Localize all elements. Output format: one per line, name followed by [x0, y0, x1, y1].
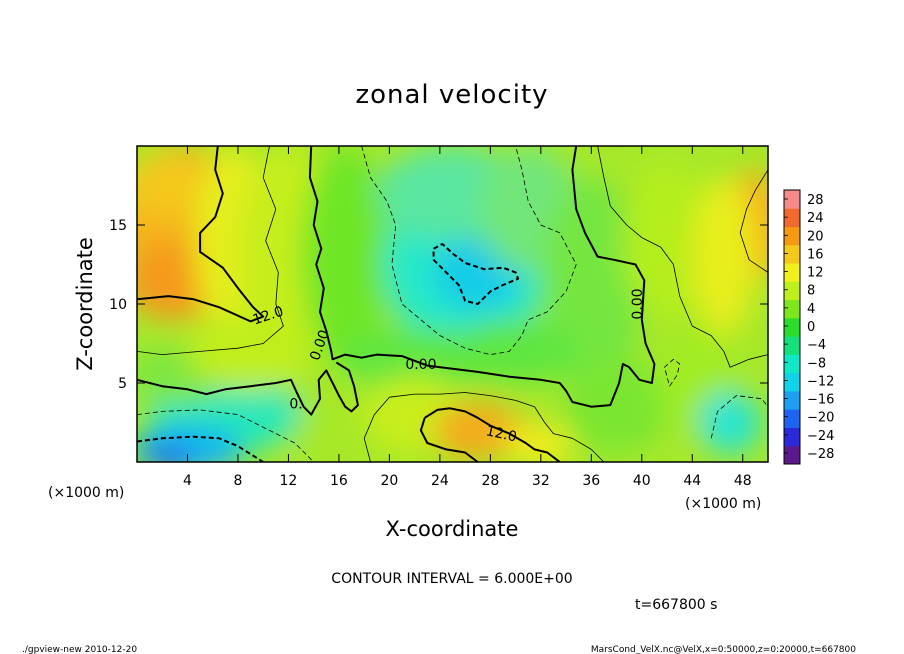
contour-line — [739, 169, 768, 273]
contour-line — [363, 392, 605, 462]
field-blob — [566, 359, 668, 455]
field-blob — [692, 177, 756, 336]
contour-line — [137, 409, 314, 462]
field-blob — [288, 383, 390, 462]
contour-label: 12.0 — [484, 423, 518, 445]
contour-line — [597, 146, 768, 368]
x-tick-label: 8 — [233, 473, 242, 489]
colorbar-label: −28 — [807, 447, 834, 462]
contour-line — [432, 243, 520, 305]
x-tick-label: 24 — [431, 473, 449, 489]
contour-label: 0. — [289, 396, 302, 412]
contour-line — [419, 417, 479, 462]
colorbar-swatch — [784, 372, 800, 392]
colorbar-swatch — [784, 208, 800, 228]
colorbar-label: −4 — [807, 338, 826, 353]
field-blob — [187, 311, 314, 391]
x-tick-label: 40 — [633, 473, 651, 489]
x-tick-label: 28 — [481, 473, 499, 489]
contour-interval: CONTOUR INTERVAL = 6.000E+00 — [331, 571, 572, 587]
colorbar-label: −20 — [807, 411, 834, 426]
colorbar-label: 4 — [807, 302, 815, 317]
contour-line — [710, 395, 768, 439]
colorbar-swatch — [784, 226, 800, 246]
colorbar-label: −16 — [807, 393, 834, 408]
contour-label: 0.00 — [630, 288, 646, 319]
velocity-field — [137, 146, 768, 462]
contour-line — [137, 435, 264, 462]
x-tick-label: 32 — [532, 473, 550, 489]
y-tick-label: 10 — [109, 297, 127, 313]
colorbar-swatch — [784, 281, 800, 301]
x-tick-label: 20 — [380, 473, 398, 489]
time-stamp: t=667800 s — [635, 597, 717, 613]
x-tick-label: 48 — [734, 473, 752, 489]
colorbar-label: −24 — [807, 429, 834, 444]
x-tick-label: 12 — [280, 473, 298, 489]
x-tick-label: 44 — [683, 473, 701, 489]
colorbar-label: −8 — [807, 356, 826, 371]
contour-lines — [137, 146, 768, 462]
field-blob — [698, 390, 762, 455]
field-blob — [143, 444, 194, 462]
field-blob — [301, 146, 390, 368]
colorbar-swatch — [784, 409, 800, 428]
colorbar-swatch — [784, 317, 800, 337]
colorbar-swatch — [784, 427, 800, 447]
colorbar: 28 24 20 16 12 8 4 0 −4 −8 −12 −16 −20 −24 −28 — [783, 189, 834, 465]
colorbar-label: 16 — [807, 247, 824, 262]
colorbar-swatch — [784, 263, 800, 282]
colorbar-swatch — [784, 244, 800, 264]
colorbar-swatch — [784, 336, 800, 355]
footer-right: MarsCond_VelX.nc@VelX,x=0:50000,z=0:2000… — [591, 645, 856, 654]
x-tick-label: 36 — [582, 473, 600, 489]
colorbar-swatch — [784, 299, 800, 319]
y-axis: 5 10 15 — [109, 218, 768, 392]
colorbar-label: 24 — [807, 211, 824, 226]
x-unit-left: (×1000 m) — [48, 485, 124, 501]
colorbar-swatch — [784, 190, 800, 209]
colorbar-label: 20 — [807, 229, 824, 244]
colorbar-label: 12 — [807, 266, 824, 281]
colorbar-swatch — [784, 354, 800, 374]
x-axis: 4 8 12 16 20 24 28 32 36 40 44 48 — [183, 146, 752, 489]
contour-line — [361, 146, 577, 355]
colorbar-swatch — [784, 390, 800, 410]
contour-line — [137, 146, 284, 355]
contour-line — [424, 407, 561, 462]
y-tick-label: 5 — [118, 376, 127, 392]
colorbar-label: 28 — [807, 193, 824, 208]
colorbar-frame — [783, 189, 801, 465]
field-blob — [338, 327, 491, 391]
field-blob — [137, 153, 201, 218]
y-tick-label: 15 — [109, 218, 127, 234]
contour-label: 0.00 — [405, 357, 436, 373]
colorbar-swatch — [784, 445, 800, 465]
x-tick-label: 4 — [183, 473, 192, 489]
colorbar-label: −12 — [807, 374, 834, 389]
colorbar-label: 0 — [807, 320, 815, 335]
field-blob — [452, 319, 579, 383]
x-axis-label: X-coordinate — [386, 517, 519, 541]
contour-line — [137, 361, 359, 416]
contour-line — [664, 358, 681, 387]
footer-left: ./gpview-new 2010-12-20 — [22, 645, 137, 654]
contour-line — [308, 146, 656, 408]
chart-title: zonal velocity — [355, 80, 548, 110]
x-unit-right: (×1000 m) — [685, 496, 761, 512]
colorbar-label: 8 — [807, 284, 815, 299]
contour-line — [137, 146, 265, 323]
x-tick-label: 16 — [330, 473, 348, 489]
y-axis-label: Z-coordinate — [73, 237, 97, 371]
